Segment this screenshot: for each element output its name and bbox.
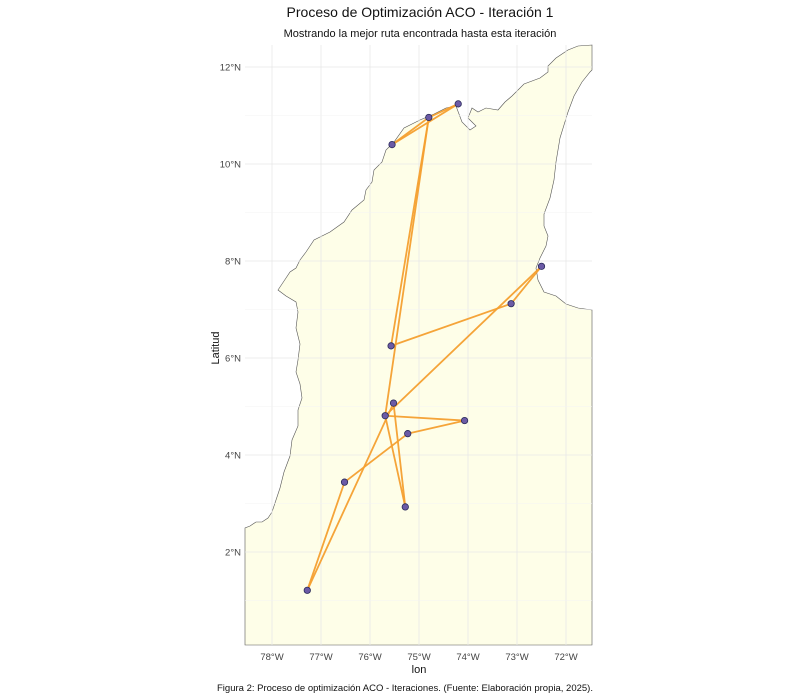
- chart-title: Proceso de Optimización ACO - Iteración …: [286, 4, 554, 20]
- route-segment: [510, 265, 543, 305]
- y-tick-label: 8°N: [225, 257, 241, 268]
- map-chart: 78°W 77°W 76°W 75°W 74°W 73°W 72°W 2°N 4°N 6°N 8°N…: [210, 44, 593, 676]
- route-segment: [427, 102, 460, 119]
- y-tick-label: 2°N: [225, 548, 241, 559]
- city-point: [454, 100, 462, 108]
- x-tick-label: 73°W: [505, 652, 528, 663]
- route-segment: [384, 116, 430, 417]
- x-tick-label: 78°W: [260, 652, 283, 663]
- city-point: [404, 430, 412, 438]
- route-segment: [390, 302, 513, 347]
- x-tick-label: 75°W: [407, 652, 430, 663]
- grid-layer: [245, 45, 592, 645]
- route-segment: [384, 414, 407, 508]
- x-tick-label: 74°W: [456, 652, 479, 663]
- y-axis-label: Latitud: [210, 331, 222, 364]
- route-segment: [306, 402, 395, 592]
- figure-caption: Figura 2: Proceso de optimización ACO - …: [217, 683, 593, 694]
- land-layer: [244, 44, 593, 646]
- city-point: [388, 141, 396, 149]
- city-point: [303, 586, 311, 594]
- route-segment: [306, 481, 346, 592]
- city-point: [507, 300, 515, 308]
- y-tick-label: 12°N: [220, 63, 241, 74]
- city-point: [460, 416, 469, 425]
- city-point: [425, 113, 433, 122]
- city-point: [537, 262, 546, 270]
- route-segment: [391, 102, 460, 146]
- y-tick-label: 10°N: [220, 160, 241, 171]
- point-layer: [303, 100, 546, 594]
- x-tick-label: 76°W: [358, 652, 381, 663]
- x-tick-label: 72°W: [554, 652, 577, 663]
- land-fill: [245, 45, 592, 645]
- city-point: [381, 412, 389, 420]
- city-point: [389, 399, 398, 407]
- y-tick-label: 4°N: [225, 451, 241, 462]
- route-segment: [384, 265, 543, 417]
- x-tick-label: 77°W: [309, 652, 332, 663]
- city-point: [387, 342, 395, 350]
- x-axis-label: lon: [412, 664, 427, 676]
- chart-subtitle: Mostrando la mejor ruta encontrada hasta…: [283, 28, 557, 40]
- route-segment: [392, 402, 407, 508]
- route-segment: [391, 116, 430, 146]
- route-segment: [406, 419, 466, 435]
- tick-layer: 78°W 77°W 76°W 75°W 74°W 73°W 72°W 2°N 4°N 6°N 8°N…: [220, 63, 578, 664]
- y-tick-label: 6°N: [225, 354, 241, 365]
- route-segment: [384, 414, 466, 422]
- city-point: [340, 478, 349, 486]
- city-point: [401, 503, 409, 511]
- route-layer: [306, 102, 543, 592]
